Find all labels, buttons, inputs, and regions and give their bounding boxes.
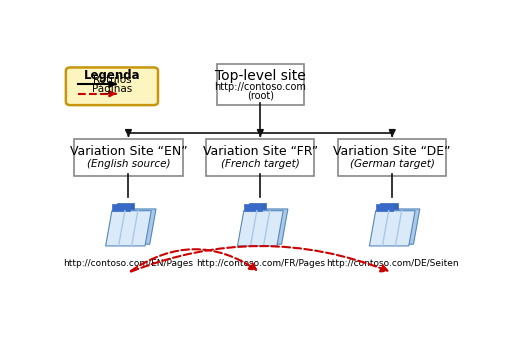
Polygon shape [376, 205, 393, 211]
Polygon shape [380, 203, 398, 209]
FancyBboxPatch shape [66, 68, 158, 105]
Text: Top-level site: Top-level site [215, 69, 306, 83]
Polygon shape [248, 203, 266, 209]
FancyBboxPatch shape [217, 64, 304, 105]
FancyBboxPatch shape [338, 139, 447, 176]
Text: http://contoso.com/FR/Pages: http://contoso.com/FR/Pages [196, 259, 325, 268]
Text: Variation Site “DE”: Variation Site “DE” [333, 145, 451, 158]
Text: http://contoso.com/EN/Pages: http://contoso.com/EN/Pages [64, 259, 194, 268]
Text: (English source): (English source) [87, 159, 170, 169]
Polygon shape [374, 209, 420, 244]
Text: (French target): (French target) [221, 159, 300, 169]
Text: Legenda: Legenda [84, 69, 140, 82]
Text: http://contoso.com: http://contoso.com [214, 82, 306, 92]
Text: http://contoso.com/DE/Seiten: http://contoso.com/DE/Seiten [326, 259, 459, 268]
Text: Rótulos: Rótulos [92, 75, 131, 84]
Text: (root): (root) [247, 90, 274, 101]
Text: Variation Site “FR”: Variation Site “FR” [203, 145, 318, 158]
Text: Variation Site “EN”: Variation Site “EN” [70, 145, 187, 158]
FancyBboxPatch shape [206, 139, 314, 176]
Polygon shape [238, 211, 283, 246]
Text: Páginas: Páginas [92, 84, 132, 94]
Polygon shape [369, 211, 415, 246]
FancyBboxPatch shape [74, 139, 182, 176]
Polygon shape [244, 205, 262, 211]
Polygon shape [242, 209, 288, 244]
Polygon shape [110, 209, 156, 244]
Polygon shape [117, 203, 134, 209]
Polygon shape [106, 211, 151, 246]
Text: (German target): (German target) [350, 159, 435, 169]
Polygon shape [112, 205, 130, 211]
